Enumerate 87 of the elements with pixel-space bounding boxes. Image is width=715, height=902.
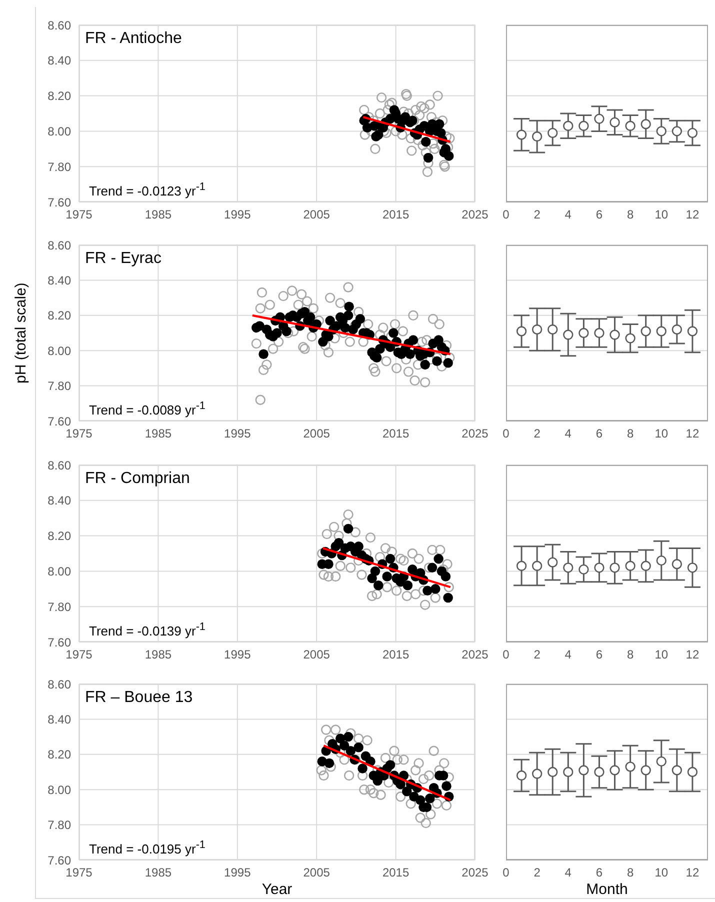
x-tick-label: 4	[564, 426, 572, 441]
x-tick-label: 2025	[462, 648, 489, 662]
x-tick-label: 1975	[66, 866, 93, 880]
x-tick-label: 0	[502, 426, 510, 441]
x-tick-label: 0	[502, 208, 510, 222]
y-tick-label: 8.20	[48, 748, 72, 762]
chart-title: FR – Bouee 13	[85, 689, 193, 707]
y-tick-label: 7.80	[48, 600, 72, 614]
x-tick-label: 8	[626, 866, 634, 880]
x-tick-label: 2	[534, 648, 541, 662]
x-tick-label: 2025	[462, 866, 489, 880]
y-tick-label: 7.80	[48, 160, 72, 174]
y-tick-label: 8.20	[48, 89, 72, 104]
x-tick-label: 1995	[224, 866, 252, 880]
y-tick-label: 8.40	[48, 494, 72, 508]
x-tick-label: 1975	[66, 648, 93, 662]
y-tick-label: 7.80	[48, 379, 72, 394]
annotation: Trend = -0.0195 yr$^{-1}$	[89, 838, 206, 858]
annotation: Trend = -0.0123 yr$^{-1}$	[89, 180, 206, 200]
x-tick-label: 6	[596, 208, 603, 222]
x-tick-label: 8	[626, 648, 634, 662]
x-tick-label: 8	[626, 426, 634, 441]
x-tick-label: 6	[596, 866, 603, 880]
x-tick-label: 6	[596, 648, 603, 662]
x-tick-label: 2015	[382, 208, 410, 222]
x-tick-label: 8	[626, 208, 634, 222]
x-tick-label: 2015	[382, 866, 410, 880]
x-tick-label: 12	[686, 426, 700, 441]
x-axis-title: Year	[262, 881, 292, 898]
x-tick-label: 12	[686, 648, 700, 662]
x-tick-label: 2025	[462, 208, 489, 222]
y-tick-label: 8.40	[48, 273, 72, 288]
x-tick-label: 2005	[303, 648, 330, 662]
x-tick-label: 12	[686, 208, 700, 222]
x-tick-label: 12	[686, 866, 700, 880]
y-tick-label: 8.60	[48, 677, 72, 692]
chart-title: FR - Antioche	[85, 30, 182, 48]
x-tick-label: 2015	[382, 426, 410, 441]
y-tick-label: 8.40	[48, 54, 72, 68]
x-tick-label: 6	[596, 426, 603, 441]
x-tick-label: 2025	[462, 426, 489, 441]
annotation: Trend = -0.0139 yr$^{-1}$	[89, 620, 206, 640]
x-tick-label: 1995	[224, 208, 252, 222]
x-tick-label: 1985	[144, 866, 172, 880]
x-tick-label: 2005	[303, 866, 330, 880]
y-tick-label: 7.60	[48, 195, 72, 210]
x-tick-label: 1995	[224, 648, 252, 662]
y-tick-label: 7.60	[48, 635, 72, 650]
x-tick-label: 10	[654, 426, 668, 441]
x-tick-label: 1985	[144, 426, 172, 441]
y-tick-label: 8.00	[48, 344, 72, 358]
x-tick-label: 1985	[144, 208, 172, 222]
x-tick-label: 1995	[224, 426, 252, 441]
y-tick-label: 8.00	[48, 124, 72, 138]
x-tick-label: 2	[534, 426, 541, 441]
x-tick-label: 2	[534, 866, 541, 880]
y-tick-label: 8.00	[48, 782, 72, 797]
x-tick-label: 2015	[382, 648, 410, 662]
x-tick-label: 1985	[144, 648, 172, 662]
y-tick-label: 8.20	[48, 529, 72, 544]
x-tick-label: 2	[534, 208, 541, 222]
x-tick-label: 0	[502, 648, 510, 662]
y-tick-label: 8.60	[48, 18, 72, 32]
y-tick-label: 8.60	[48, 458, 72, 472]
y-tick-label: 7.80	[48, 818, 72, 832]
x-tick-label: 2005	[303, 426, 330, 441]
x-tick-label: 1975	[66, 426, 93, 441]
y-tick-label: 8.40	[48, 712, 72, 726]
chart-title: FR - Comprian	[85, 470, 190, 488]
y-tick-label: 7.60	[48, 414, 72, 428]
y-tick-label: 7.60	[48, 853, 72, 868]
x-tick-label: 10	[654, 866, 668, 880]
y-tick-label: 8.60	[48, 238, 72, 252]
x-tick-label: 0	[502, 866, 510, 880]
x-tick-label: 10	[654, 208, 668, 222]
annotation: Trend = -0.0089 yr$^{-1}$	[89, 399, 206, 420]
y-tick-label: 8.20	[48, 308, 72, 323]
x-tick-label: 4	[564, 208, 572, 222]
x-tick-label: 4	[564, 648, 572, 662]
chart-title: FR - Eyrac	[85, 250, 162, 268]
x-axis-title: Month	[586, 881, 628, 898]
y-axis-title: pH (total scale)	[12, 282, 30, 384]
y-tick-label: 8.00	[48, 564, 72, 578]
x-tick-label: 10	[654, 648, 668, 662]
x-tick-label: 2005	[303, 208, 330, 222]
x-tick-label: 1975	[66, 208, 93, 222]
x-tick-label: 4	[564, 866, 572, 880]
